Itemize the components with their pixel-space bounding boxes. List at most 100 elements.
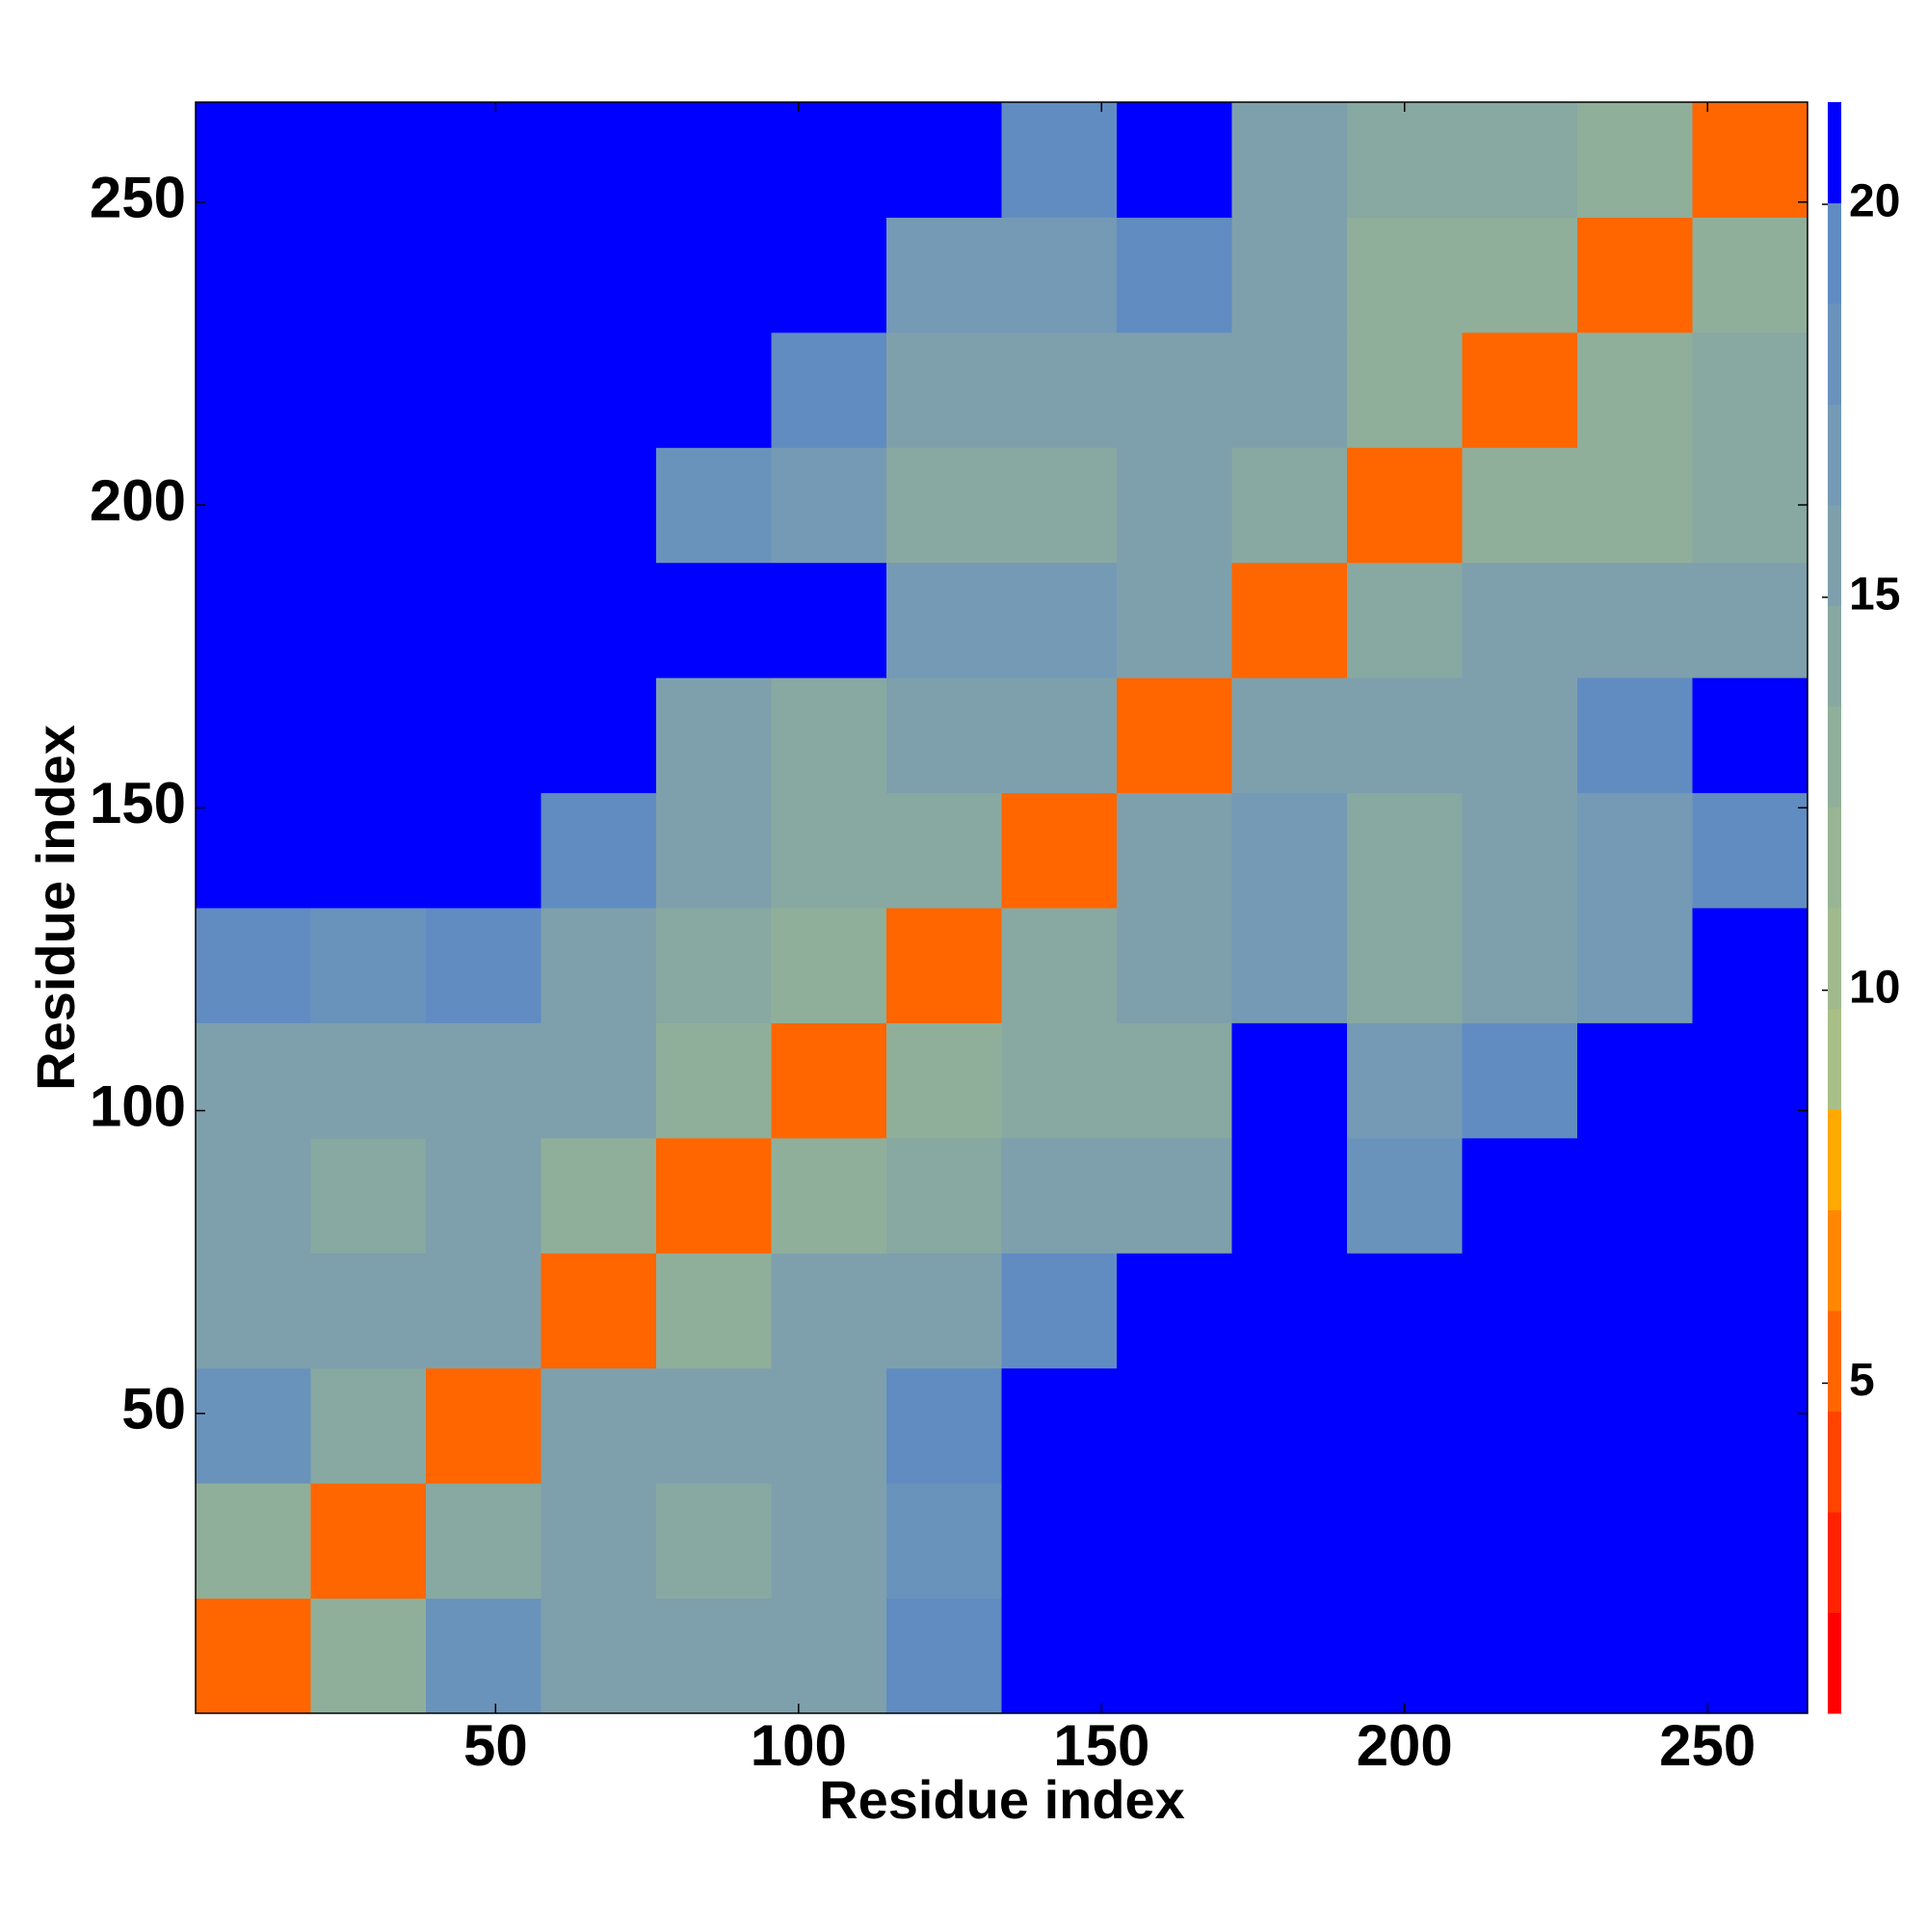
- heatmap-cell: [1577, 1367, 1693, 1484]
- heatmap-cell: [310, 792, 427, 909]
- colorbar-band: [1828, 1612, 1841, 1714]
- heatmap-cell: [310, 1598, 427, 1714]
- heatmap-cell: [886, 1483, 1002, 1600]
- heatmap-cell: [541, 217, 657, 333]
- heatmap-cell: [1347, 217, 1463, 333]
- heatmap-cell: [196, 677, 311, 794]
- heatmap-cell: [310, 1022, 427, 1139]
- heatmap-cell: [541, 562, 657, 678]
- heatmap-cell: [310, 102, 427, 218]
- heatmap-cell: [1692, 1253, 1808, 1369]
- heatmap-cell: [1462, 217, 1578, 333]
- heatmap-cell: [196, 1137, 311, 1254]
- heatmap-cell: [1692, 447, 1808, 564]
- heatmap-cell: [310, 908, 427, 1023]
- heatmap-cell: [771, 1253, 887, 1369]
- heatmap-cell: [656, 1253, 772, 1369]
- heatmap-cell: [1117, 908, 1232, 1023]
- heatmap-cell: [541, 1367, 657, 1484]
- heatmap-cell: [771, 217, 887, 333]
- heatmap-cell: [541, 908, 657, 1023]
- heatmap-cell: [886, 331, 1002, 448]
- heatmap-cell: [771, 1367, 887, 1484]
- heatmap-cell: [1117, 1367, 1232, 1484]
- heatmap-cell: [886, 562, 1002, 678]
- heatmap-cell: [656, 1598, 772, 1714]
- heatmap-cell: [310, 1483, 427, 1600]
- colorbar-band: [1828, 706, 1841, 807]
- heatmap-cell: [1231, 1253, 1348, 1369]
- heatmap-cell: [1462, 792, 1578, 909]
- heatmap-cell: [771, 562, 887, 678]
- heatmap-cell: [1462, 447, 1578, 564]
- y-tick-label: 250: [90, 166, 186, 230]
- heatmap-cell: [1692, 1598, 1808, 1714]
- heatmap-cell: [541, 1253, 657, 1369]
- heatmap-cell: [1692, 1137, 1808, 1254]
- heatmap-cell: [1347, 562, 1463, 678]
- heatmap-cell: [426, 562, 541, 678]
- heatmap-cell: [426, 1253, 541, 1369]
- heatmap-cell: [1692, 217, 1808, 333]
- heatmap-cell: [1462, 102, 1578, 218]
- colorbar-tick-label: 20: [1849, 176, 1900, 227]
- colorbar-band: [1828, 1209, 1841, 1311]
- heatmap-cell: [656, 792, 772, 909]
- heatmap-cell: [1231, 1137, 1348, 1254]
- heatmap-cell: [1692, 1483, 1808, 1600]
- colorbar-tick-label: 5: [1849, 1355, 1875, 1406]
- heatmap-cell: [1577, 562, 1693, 678]
- heatmap-cell: [310, 1367, 427, 1484]
- colorbar-band: [1828, 404, 1841, 506]
- heatmap-cell: [310, 447, 427, 564]
- heatmap-cell: [1231, 447, 1348, 564]
- heatmap-cell: [310, 1137, 427, 1254]
- heatmap-cell: [541, 1483, 657, 1600]
- heatmap-cell: [426, 792, 541, 909]
- heatmap-cell: [1001, 1367, 1118, 1484]
- heatmap-cell: [1117, 1022, 1232, 1139]
- heatmap-cell: [196, 447, 311, 564]
- heatmap-cell: [1462, 1022, 1578, 1139]
- heatmap-cell: [1462, 331, 1578, 448]
- heatmap-cell: [426, 1483, 541, 1600]
- heatmap-cell: [656, 331, 772, 448]
- heatmap-cell: [541, 331, 657, 448]
- heatmap-cell: [1692, 102, 1808, 218]
- heatmap-cell: [196, 1253, 311, 1369]
- heatmap-cell: [1231, 102, 1348, 218]
- heatmap-cell: [1001, 447, 1118, 564]
- heatmap-cell: [196, 1483, 311, 1600]
- heatmap-cell: [1001, 908, 1118, 1023]
- heatmap-cell: [771, 331, 887, 448]
- heatmap-cell: [771, 447, 887, 564]
- colorbar-band: [1828, 304, 1841, 405]
- heatmap-cell: [1347, 792, 1463, 909]
- heatmap-cell: [1577, 908, 1693, 1023]
- heatmap-cell: [1347, 1598, 1463, 1714]
- heatmap-cell: [1001, 792, 1118, 909]
- heatmap-cell: [1462, 908, 1578, 1023]
- heatmap-cell: [1231, 562, 1348, 678]
- heatmap-cell: [426, 677, 541, 794]
- heatmap-cell: [1347, 1367, 1463, 1484]
- colorbar-band: [1828, 605, 1841, 707]
- heatmap-cell: [1347, 1137, 1463, 1254]
- heatmap-cell: [1231, 908, 1348, 1023]
- heatmap-cell: [656, 447, 772, 564]
- heatmap-cell: [1347, 102, 1463, 218]
- heatmap-cell: [771, 1022, 887, 1139]
- heatmap-cell: [1577, 1253, 1693, 1369]
- heatmap-cell: [771, 1598, 887, 1714]
- heatmap-cell: [1692, 1022, 1808, 1139]
- y-axis-label: Residue index: [25, 725, 86, 1091]
- heatmap-cell: [1577, 1022, 1693, 1139]
- heatmap-cell: [426, 1137, 541, 1254]
- heatmap-cell: [1001, 1253, 1118, 1369]
- heatmap-cell: [196, 908, 311, 1023]
- heatmap-cell: [656, 217, 772, 333]
- heatmap-cell: [1462, 1598, 1578, 1714]
- heatmap-cell: [1231, 677, 1348, 794]
- heatmap-cell: [1692, 792, 1808, 909]
- x-tick-label: 100: [751, 1713, 847, 1778]
